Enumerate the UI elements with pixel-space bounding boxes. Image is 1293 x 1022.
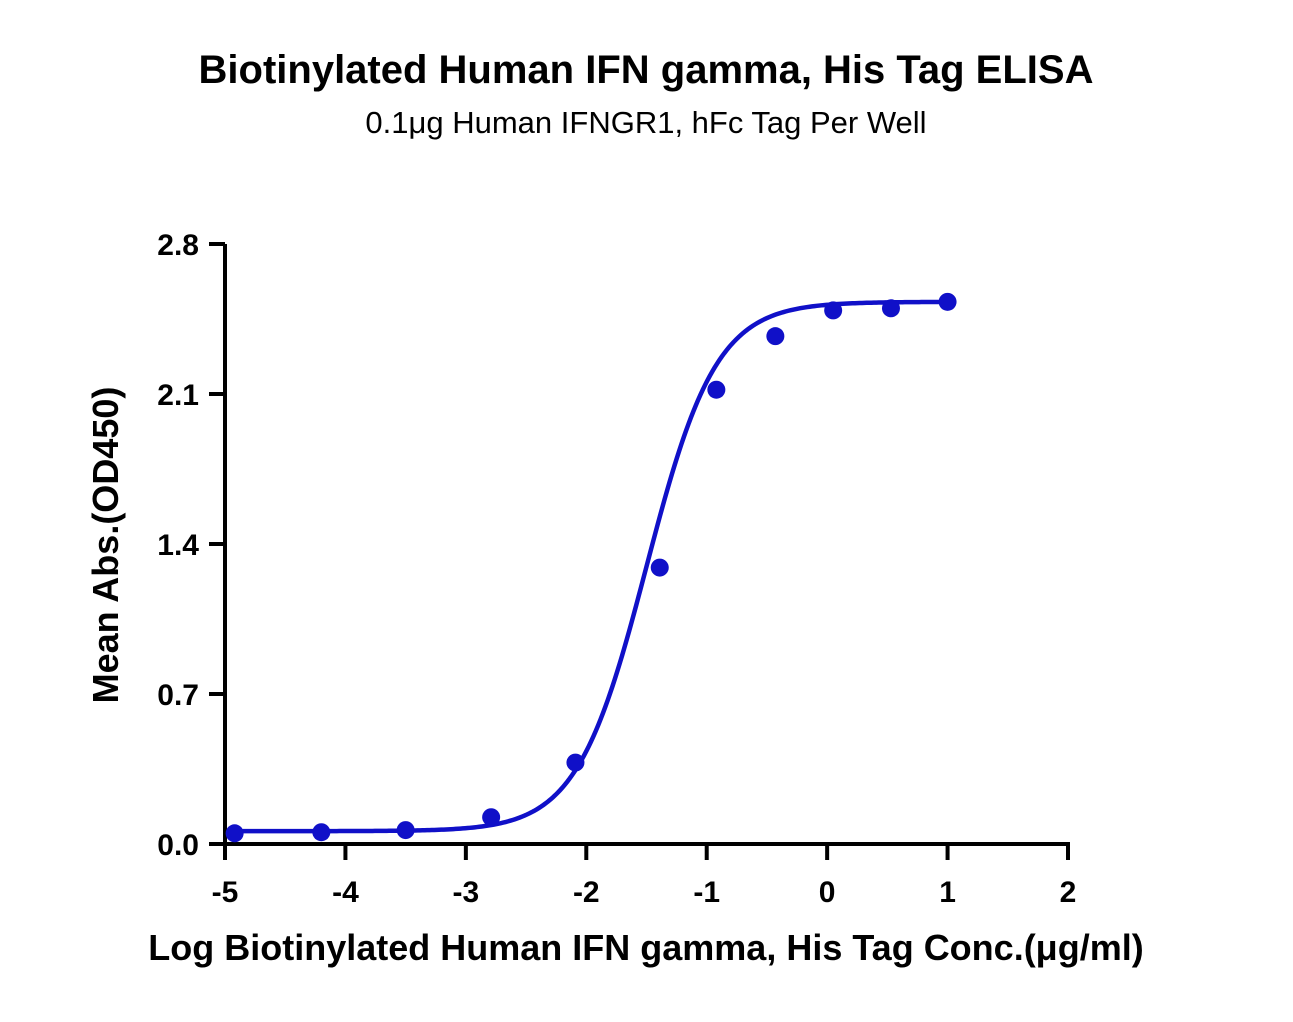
- data-point: [650, 558, 669, 577]
- data-point: [312, 823, 331, 842]
- axes: 0.0 0.7 1.4 2.1 2.8 -5 -4 -3 -2 -1 0 1 2: [157, 229, 1076, 909]
- x-tick-label: -1: [693, 876, 720, 909]
- chart-subtitle: 0.1μg Human IFNGR1, hFc Tag Per Well: [365, 105, 926, 140]
- y-tick-label: 0.0: [157, 829, 199, 862]
- data-point: [824, 301, 843, 320]
- y-tick-label: 2.1: [157, 379, 199, 412]
- x-tick-label: 1: [939, 876, 956, 909]
- x-tick-label: -4: [332, 876, 359, 909]
- x-tick-label: -2: [573, 876, 600, 909]
- x-tick-label: -5: [212, 876, 239, 909]
- data-point: [881, 299, 900, 318]
- data-point: [225, 824, 244, 843]
- x-axis-label: Log Biotinylated Human IFN gamma, His Ta…: [148, 927, 1143, 968]
- y-tick-label: 0.7: [157, 679, 199, 712]
- y-axis-label: Mean Abs.(OD450): [85, 387, 126, 704]
- chart-title: Biotinylated Human IFN gamma, His Tag EL…: [199, 48, 1094, 92]
- fit-curve-layer: [234, 299, 948, 834]
- data-point: [707, 380, 726, 399]
- data-point: [396, 821, 415, 840]
- data-point: [566, 753, 585, 772]
- data-point: [766, 327, 785, 346]
- data-points-layer: [225, 292, 957, 843]
- x-tick-label: 2: [1060, 876, 1077, 909]
- y-tick-label: 1.4: [157, 529, 199, 562]
- y-tick-label: 2.8: [157, 229, 199, 262]
- fit-curve-line: [234, 299, 948, 834]
- data-point: [938, 292, 957, 311]
- data-point: [482, 808, 501, 827]
- x-tick-label: 0: [819, 876, 836, 909]
- x-tick-label: -3: [453, 876, 480, 909]
